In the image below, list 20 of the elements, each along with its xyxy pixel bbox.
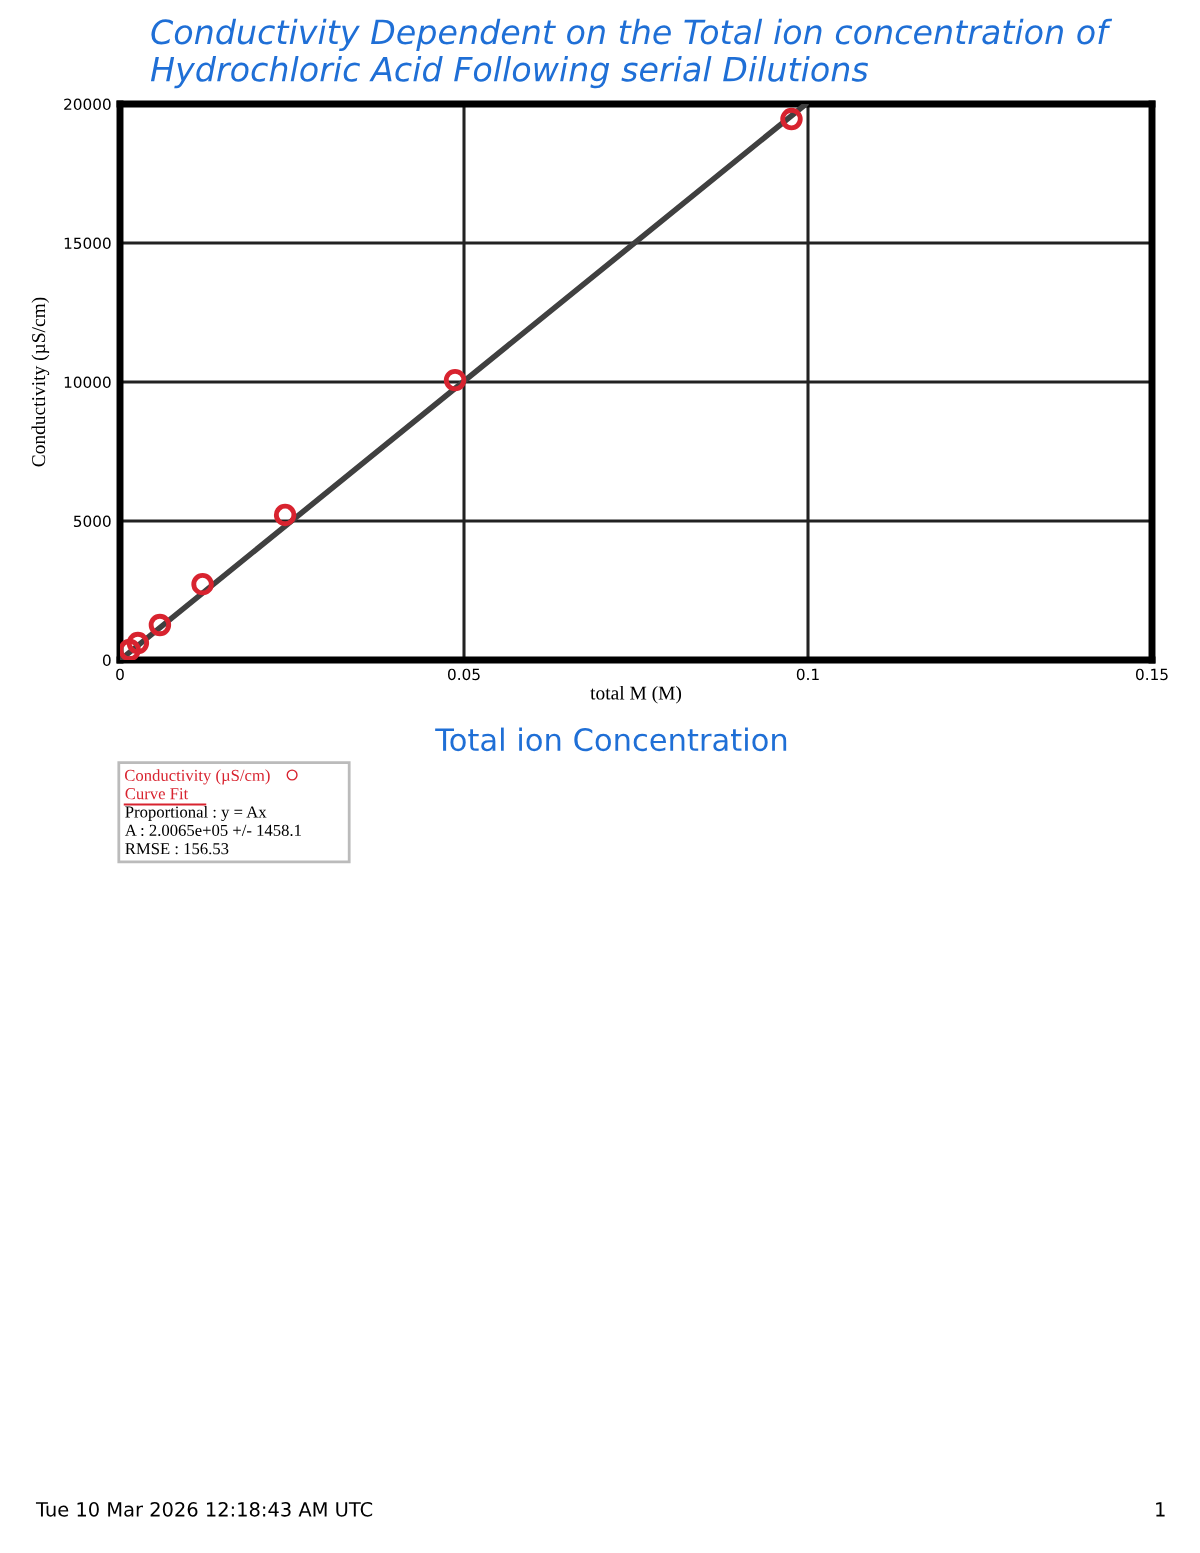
text: Tue 10 Mar 2026 12:18:43 AM UTC xyxy=(35,1502,373,1517)
y-tick-label: 10000 xyxy=(64,376,111,389)
text: Total ion Concentration xyxy=(435,727,787,752)
text: A : 2.0065e+05 +/- 1458.1 xyxy=(124,824,301,837)
y-tick-label: 0 xyxy=(102,654,111,667)
chart-title: Conductivity Dependent on the Total ion concentration of Hydrochloric Acid Following serial Dilutions xyxy=(150,18,1113,89)
text: Curve Fit xyxy=(125,788,189,800)
x-axis-title: total M (M) xyxy=(590,685,682,704)
legend-label: Conductivity (µS/cm) xyxy=(124,769,270,785)
y-axis-title: Conductivity (µS/cm) xyxy=(31,297,50,467)
y-tick-label: 5000 xyxy=(73,515,111,528)
x-tick-label: 0.05 xyxy=(448,668,480,681)
x-tick-label: 0.15 xyxy=(1136,668,1168,681)
x-tick-label: 0 xyxy=(116,668,124,681)
text: 1 xyxy=(1156,1502,1165,1517)
text: Proportional : y = Ax xyxy=(125,805,267,822)
y-tick-label: 20000 xyxy=(64,98,111,111)
x-tick-label: 0.1 xyxy=(796,668,819,681)
text: RMSE : 156.53 xyxy=(125,843,229,855)
y-tick-label: 15000 xyxy=(64,237,111,250)
